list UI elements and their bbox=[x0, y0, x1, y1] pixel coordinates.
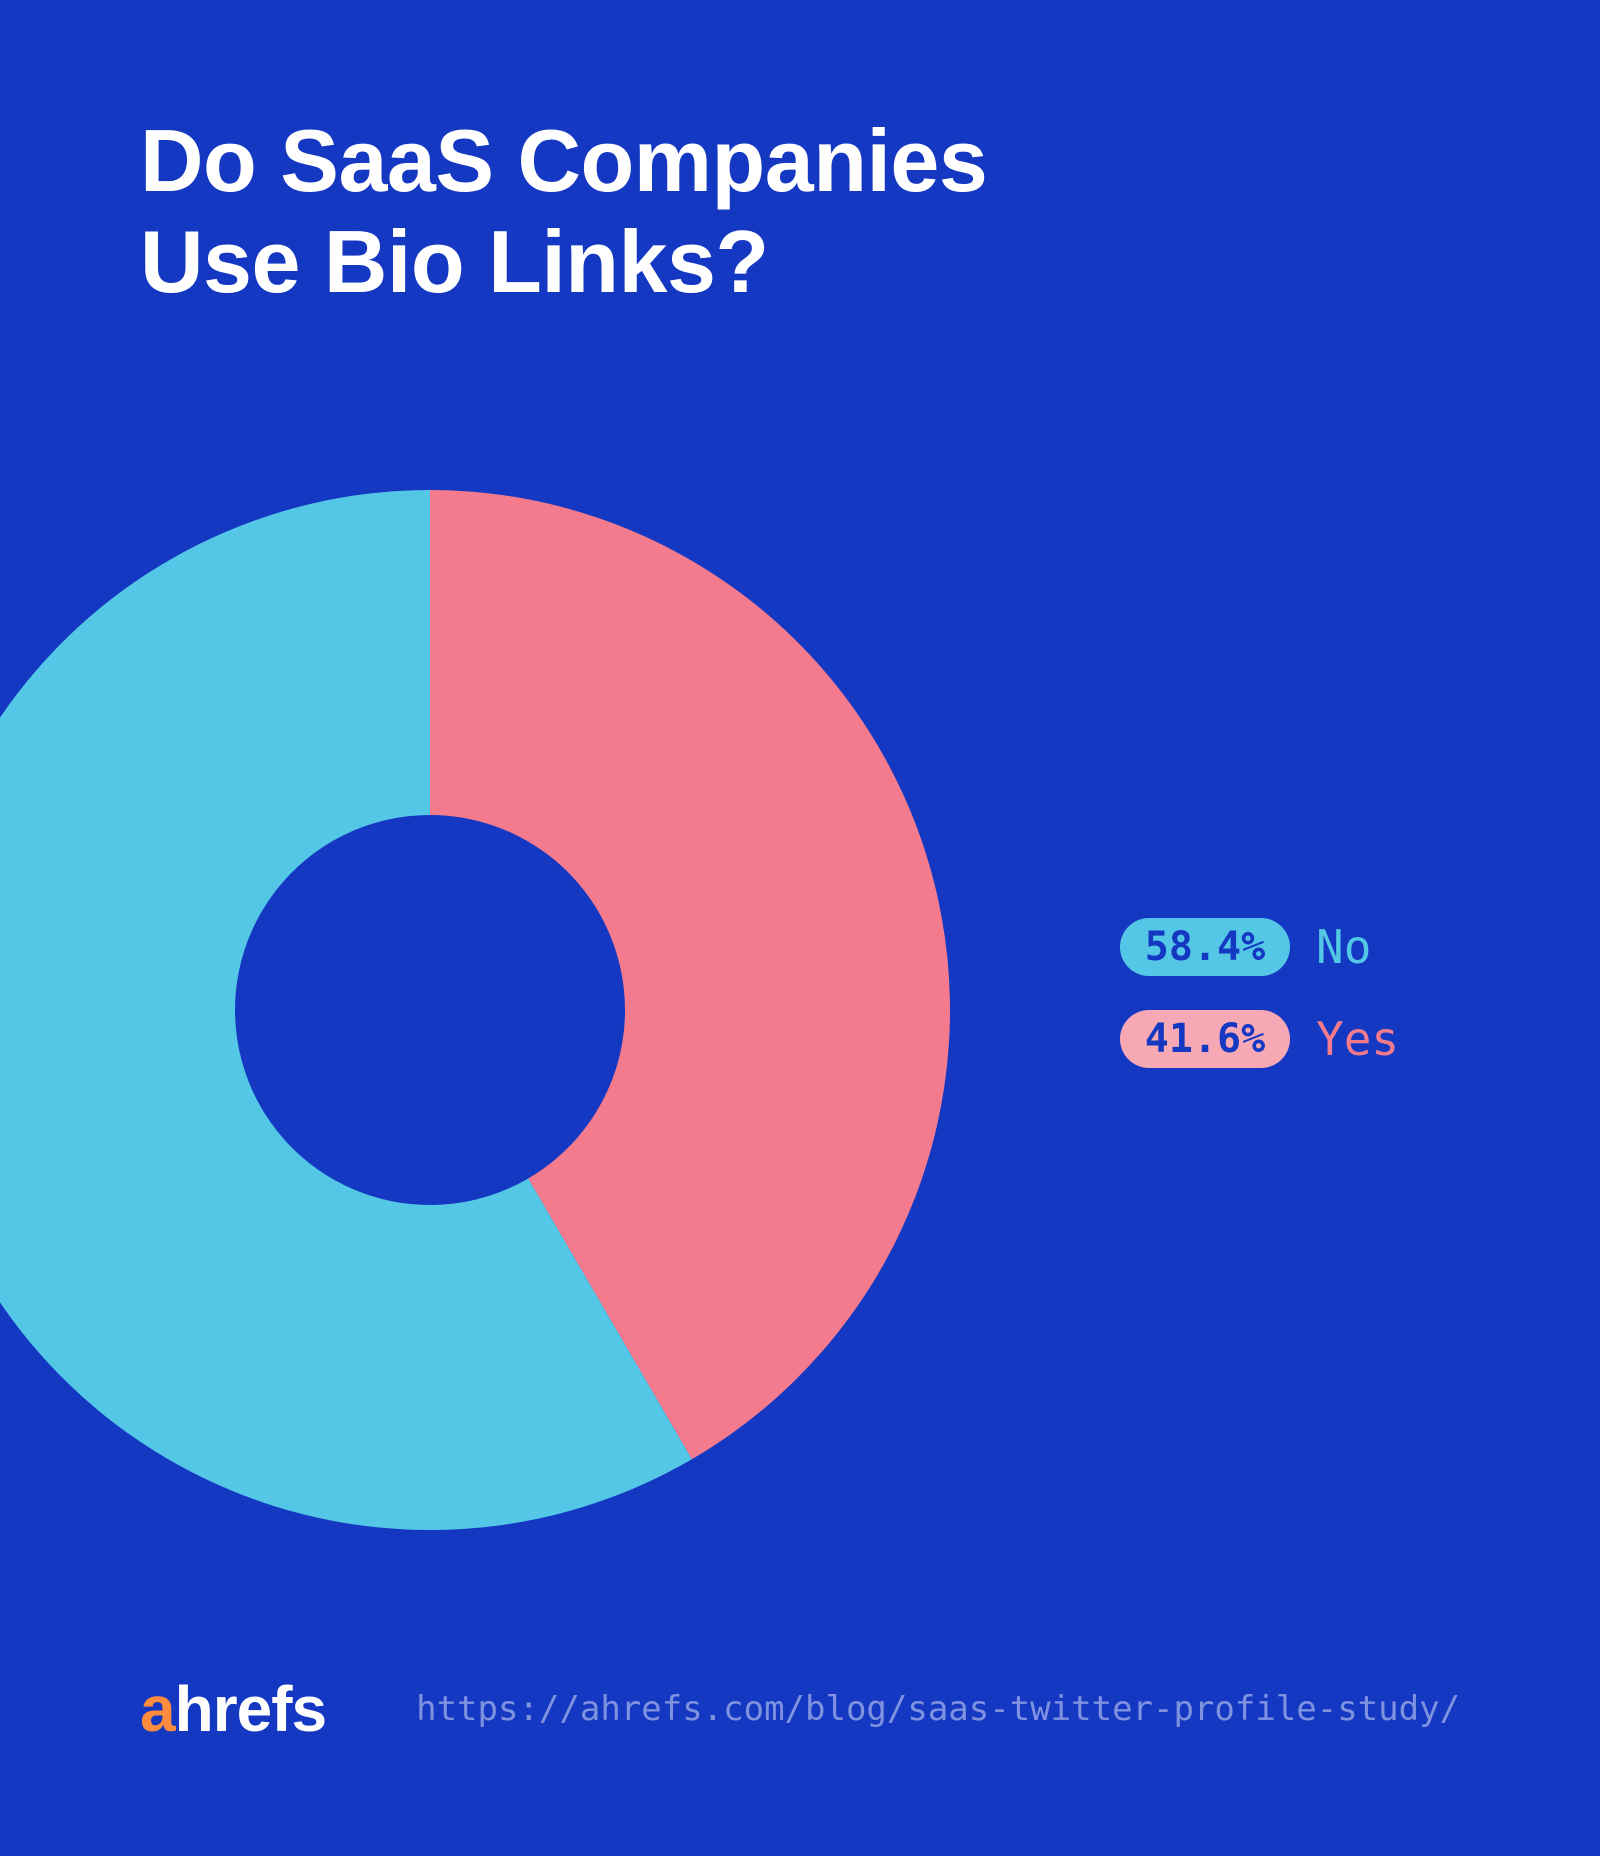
donut-chart bbox=[0, 490, 950, 1535]
title-line-2: Use Bio Links? bbox=[140, 211, 987, 312]
logo-accent-letter: a bbox=[140, 1672, 175, 1746]
infographic-canvas: Do SaaS Companies Use Bio Links? 58.4% No… bbox=[0, 0, 1600, 1856]
source-url: https://ahrefs.com/blog/saas-twitter-pro… bbox=[416, 1689, 1460, 1729]
legend-label: No bbox=[1316, 920, 1371, 974]
ahrefs-logo: ahrefs bbox=[140, 1672, 326, 1746]
chart-legend: 58.4% No 41.6% Yes bbox=[1120, 918, 1399, 1068]
legend-item-no: 58.4% No bbox=[1120, 918, 1399, 976]
legend-item-yes: 41.6% Yes bbox=[1120, 1010, 1399, 1068]
legend-pill: 41.6% bbox=[1120, 1010, 1290, 1068]
logo-rest: hrefs bbox=[175, 1672, 327, 1746]
title-line-1: Do SaaS Companies bbox=[140, 110, 987, 211]
donut-svg bbox=[0, 490, 950, 1530]
legend-label: Yes bbox=[1316, 1012, 1399, 1066]
legend-pill: 58.4% bbox=[1120, 918, 1290, 976]
footer: ahrefs https://ahrefs.com/blog/saas-twit… bbox=[140, 1672, 1460, 1746]
chart-title: Do SaaS Companies Use Bio Links? bbox=[140, 110, 987, 312]
